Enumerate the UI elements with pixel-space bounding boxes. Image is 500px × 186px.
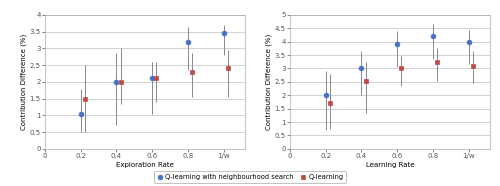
Y-axis label: Contribution Difference (%): Contribution Difference (%) xyxy=(20,34,27,130)
X-axis label: Learning Rate: Learning Rate xyxy=(366,162,414,168)
Legend: Q-learning with neighbourhood search, Q-learning: Q-learning with neighbourhood search, Q-… xyxy=(154,171,346,183)
X-axis label: Exploration Rate: Exploration Rate xyxy=(116,162,174,168)
Y-axis label: Contribution Difference (%): Contribution Difference (%) xyxy=(266,34,272,130)
